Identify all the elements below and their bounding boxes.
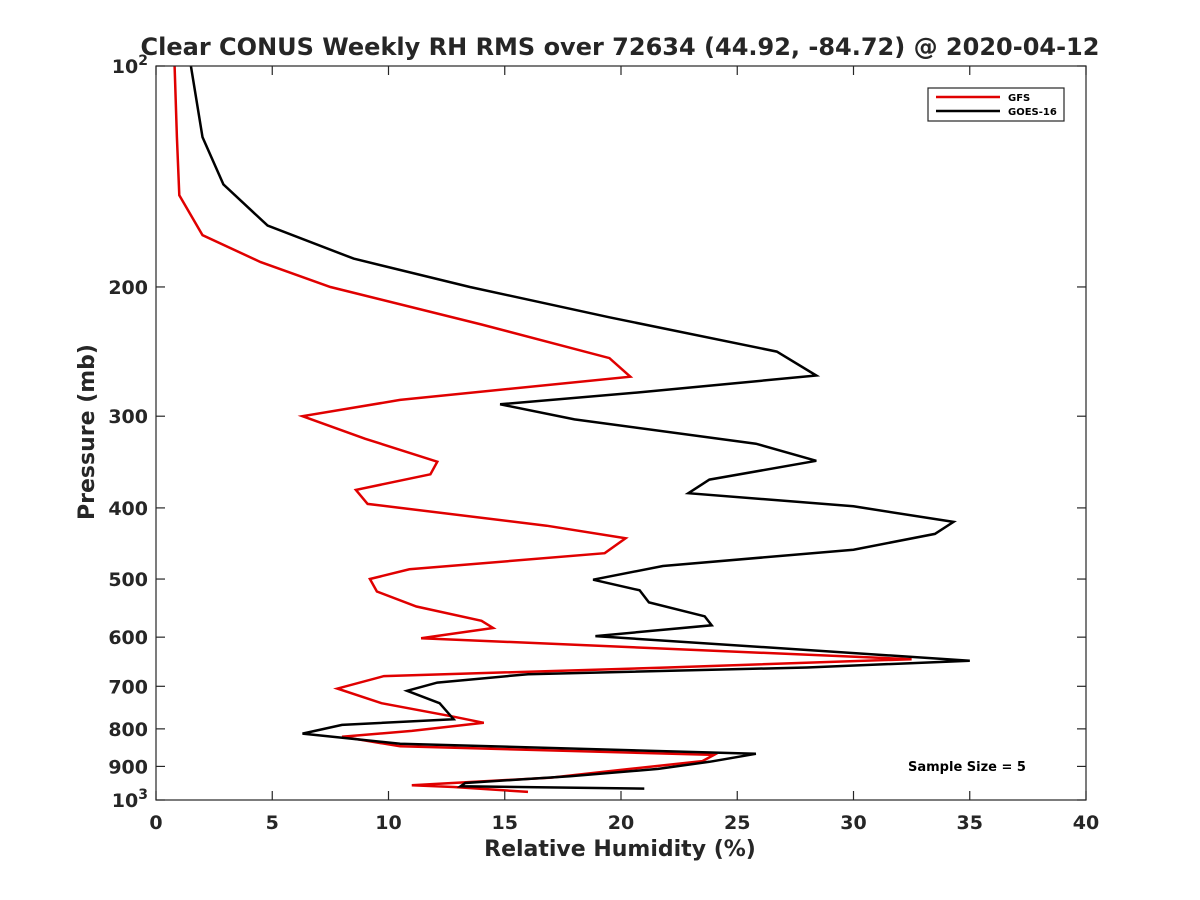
x-axis-label: Relative Humidity (%) [484,837,756,862]
x-tick-label: 10 [375,812,401,834]
y-tick-label: 900 [108,756,148,778]
y-tick-label: 102 [112,53,148,78]
legend-label-gfs: GFS [1008,93,1030,104]
series-line-gfs [173,65,912,794]
plot-area [156,66,1086,800]
series-layer [173,65,970,794]
x-tick-label: 35 [957,812,983,834]
y-tick-label: 600 [108,627,148,649]
x-tick-label: 5 [266,812,279,834]
legend-label-goes-16: GOES-16 [1008,107,1057,118]
x-tick-label: 40 [1073,812,1099,834]
y-tick-label: 500 [108,569,148,591]
sample-size-annotation: Sample Size = 5 [908,760,1026,775]
y-tick-label: 200 [108,277,148,299]
chart-title: Clear CONUS Weekly RH RMS over 72634 (44… [141,33,1100,61]
x-tick-label: 0 [149,812,162,834]
x-tick-label: 25 [724,812,750,834]
y-axis-label: Pressure (mb) [75,344,100,520]
x-tick-label: 15 [492,812,518,834]
series-line-goes-16 [189,65,970,790]
x-tick-label: 20 [608,812,634,834]
ticks-layer: 0 5 10 15 20 25 30 35 40 102 200 300 400 500 600 700 800… [108,53,1099,834]
y-tick-label: 103 [112,787,148,812]
x-tick-label: 30 [840,812,866,834]
y-tick-label: 300 [108,406,148,428]
legend: GFS GOES-16 [927,87,1065,122]
y-tick-label: 400 [108,498,148,520]
legend-box [927,87,1065,122]
y-tick-label: 800 [108,719,148,741]
y-tick-label: 700 [108,676,148,698]
